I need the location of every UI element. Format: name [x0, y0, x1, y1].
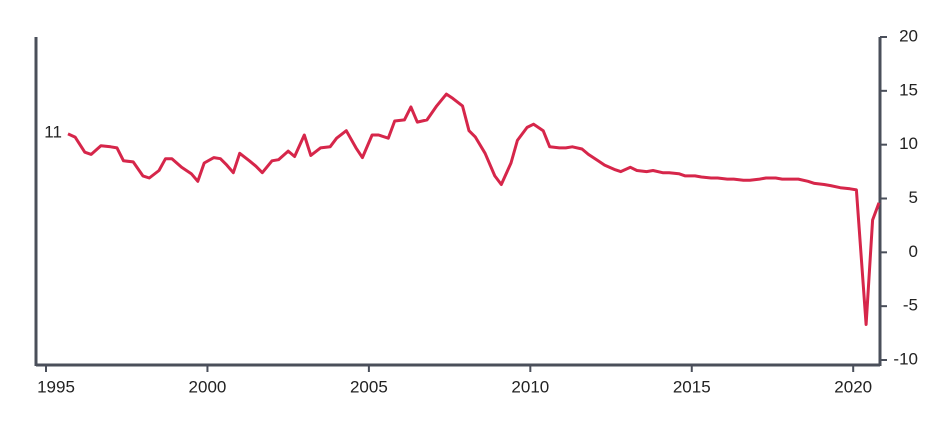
x-tick-label: 1995 [37, 377, 75, 396]
data-label: 11 [44, 122, 62, 141]
y-tick-label: -5 [903, 296, 918, 315]
x-tick-label: 2005 [350, 377, 388, 396]
y-tick-label: 20 [899, 26, 918, 45]
y-tick-label: 10 [899, 134, 918, 153]
x-tick-label: 2015 [673, 377, 711, 396]
x-tick-label: 2020 [834, 377, 872, 396]
y-tick-label: 0 [909, 242, 918, 261]
y-tick-label: -10 [893, 349, 918, 368]
x-tick-label: 2000 [189, 377, 227, 396]
x-tick-label: 2010 [511, 377, 549, 396]
y-tick-label: 5 [909, 188, 918, 207]
y-tick-label: 15 [899, 80, 918, 99]
line [67, 92, 881, 326]
